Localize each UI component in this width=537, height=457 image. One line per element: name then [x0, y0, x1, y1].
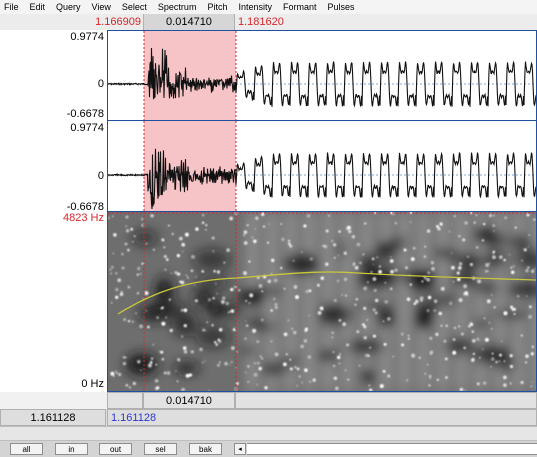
zoom-back-button[interactable]: bak — [189, 443, 222, 455]
wave2-top-label: 0.9774 — [70, 122, 104, 134]
waveform-2-svg — [108, 121, 536, 211]
visible-duration[interactable]: 1.161128 — [0, 409, 106, 426]
bottom-right-segment[interactable] — [235, 392, 537, 409]
bottom-time-bar: 0.014710 — [0, 392, 537, 409]
menu-pulses[interactable]: Pulses — [327, 2, 355, 12]
menu-formant[interactable]: Formant — [282, 2, 317, 12]
waveform-trace — [108, 47, 536, 108]
wave2-zero-label: 0 — [97, 170, 104, 182]
waveform-channel-2[interactable] — [107, 121, 537, 212]
spectrogram-panel[interactable] — [107, 212, 537, 392]
menu-pitch[interactable]: Pitch — [207, 2, 228, 12]
wave1-bottom-label: -0.6678 — [66, 108, 104, 120]
scroll-left-icon[interactable]: ◂ — [234, 443, 246, 455]
menu-bar: File Edit Query View Select Spectrum Pit… — [0, 0, 537, 14]
menu-edit[interactable]: Edit — [29, 2, 46, 12]
waveform-1-svg — [108, 31, 536, 120]
spacer-strip — [0, 426, 537, 441]
menu-spectrum[interactable]: Spectrum — [157, 2, 197, 12]
zoom-sel-button[interactable]: sel — [144, 443, 177, 455]
menu-select[interactable]: Select — [121, 2, 147, 12]
selection-start-label: 1.166909 — [95, 16, 141, 28]
waveform-channel-1[interactable] — [107, 30, 537, 121]
menu-intensity[interactable]: Intensity — [238, 2, 272, 12]
spectrogram-bottom-label: 0 Hz — [81, 378, 104, 390]
horizontal-scrollbar[interactable] — [247, 443, 537, 455]
waveform-trace — [108, 148, 536, 210]
spectrogram-top-label: 4823 Hz — [63, 212, 104, 224]
wave1-zero-label: 0 — [97, 78, 104, 90]
wave1-top-label: 0.9774 — [70, 31, 104, 43]
menu-view[interactable]: View — [91, 2, 111, 12]
total-duration-bar: 1.161128 1.161128 — [0, 409, 537, 426]
wave2-bottom-label: -0.6678 — [66, 201, 104, 213]
zoom-button-bar: all in out sel bak ◂ — [0, 440, 537, 457]
bottom-left-segment[interactable] — [107, 392, 143, 409]
selection-duration-label[interactable]: 0.014710 — [143, 14, 235, 30]
menu-query[interactable]: Query — [56, 2, 81, 12]
selection-highlight — [144, 31, 236, 120]
selection-time-bar: 1.166909 0.014710 1.181620 — [0, 14, 537, 30]
pitch-curve — [117, 271, 536, 315]
bottom-selection-duration[interactable]: 0.014710 — [143, 392, 235, 409]
total-duration[interactable]: 1.161128 — [107, 409, 537, 426]
zoom-out-button[interactable]: out — [99, 443, 132, 455]
selection-end-label: 1.181620 — [238, 16, 284, 28]
zoom-in-button[interactable]: in — [55, 443, 88, 455]
zoom-all-button[interactable]: all — [10, 443, 43, 455]
menu-file[interactable]: File — [4, 2, 19, 12]
spectrogram-svg — [108, 212, 536, 391]
